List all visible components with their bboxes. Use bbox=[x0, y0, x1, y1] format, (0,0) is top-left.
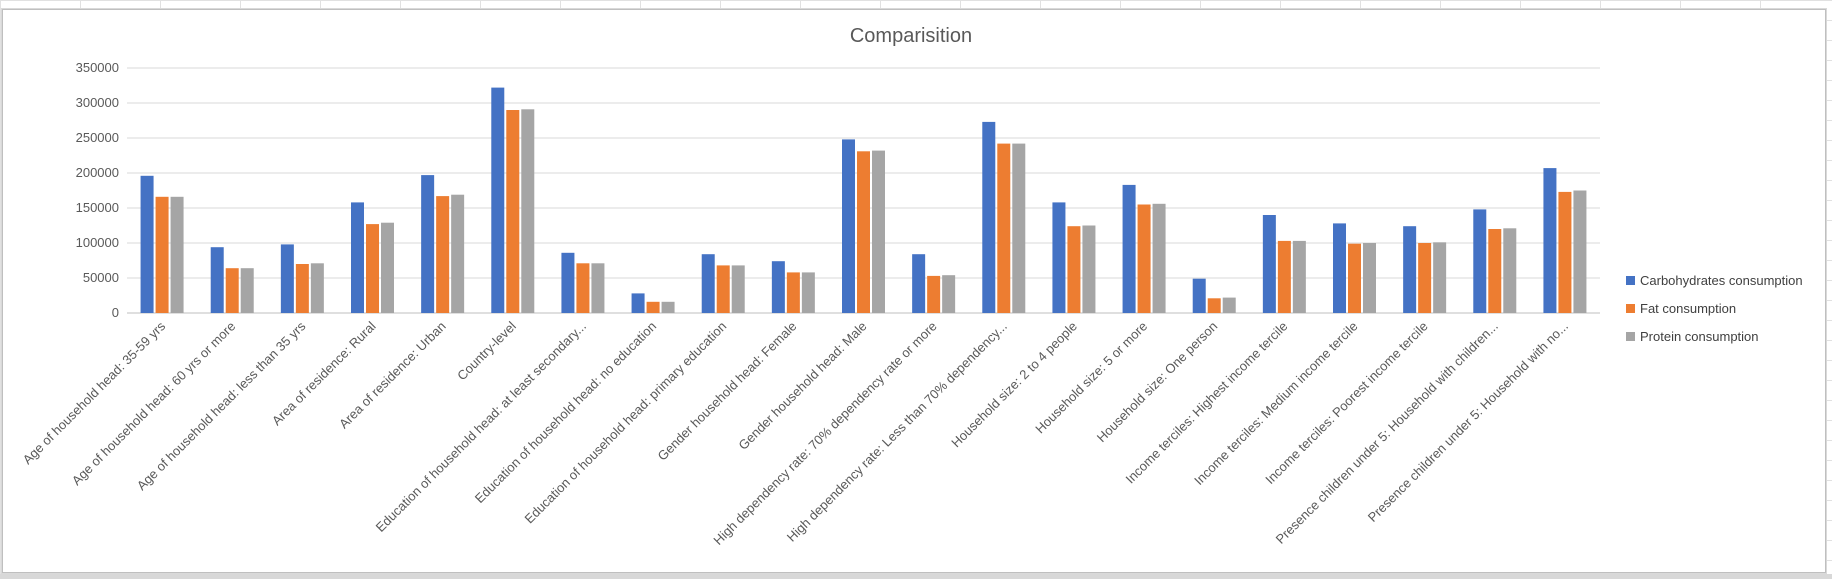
bar bbox=[842, 139, 855, 313]
window-bottom-edge bbox=[0, 574, 1832, 579]
y-tick-label: 250000 bbox=[76, 130, 119, 145]
bar bbox=[872, 150, 885, 313]
legend: Carbohydrates consumption Fat consumption… bbox=[1626, 273, 1803, 344]
bar bbox=[506, 110, 520, 313]
bar bbox=[1348, 243, 1361, 313]
bar bbox=[210, 247, 224, 313]
bar bbox=[1082, 225, 1096, 313]
bar bbox=[1262, 215, 1276, 313]
bar bbox=[1488, 229, 1502, 313]
bar bbox=[1277, 240, 1291, 313]
bar bbox=[310, 263, 324, 313]
y-tick-label: 150000 bbox=[76, 200, 119, 215]
bar bbox=[1152, 203, 1166, 313]
bar bbox=[1192, 278, 1206, 313]
bar bbox=[942, 275, 956, 313]
bar bbox=[140, 175, 154, 313]
bar bbox=[631, 293, 645, 313]
y-tick-label: 0 bbox=[112, 305, 119, 320]
legend-swatch bbox=[1626, 276, 1635, 285]
y-tick-label: 350000 bbox=[76, 60, 119, 75]
bar bbox=[997, 143, 1011, 313]
chart-title: Comparisition bbox=[850, 25, 972, 47]
bar bbox=[1222, 297, 1236, 313]
bar bbox=[1333, 223, 1346, 313]
bar bbox=[591, 263, 605, 313]
bar bbox=[1433, 242, 1447, 313]
y-tick-label: 50000 bbox=[83, 270, 119, 285]
bar bbox=[521, 109, 535, 313]
bar bbox=[421, 175, 435, 313]
bar bbox=[912, 254, 926, 313]
bar bbox=[436, 196, 450, 313]
bar bbox=[1207, 298, 1221, 313]
bar bbox=[646, 301, 660, 313]
bar bbox=[716, 265, 730, 313]
bar bbox=[155, 196, 169, 313]
bar bbox=[240, 268, 254, 313]
x-tick-label: Household size: One person bbox=[1094, 319, 1221, 446]
bar bbox=[1418, 243, 1432, 313]
legend-label: Carbohydrates consumption bbox=[1640, 273, 1803, 288]
legend-swatch bbox=[1626, 304, 1635, 313]
bar bbox=[1503, 228, 1517, 313]
bar bbox=[1363, 243, 1376, 313]
bar bbox=[491, 87, 505, 313]
bar bbox=[295, 264, 309, 313]
bar bbox=[1052, 202, 1066, 313]
bar bbox=[1137, 204, 1151, 313]
x-tick-label: Household size: 5 or more bbox=[1032, 319, 1150, 437]
y-tick-label: 300000 bbox=[76, 95, 119, 110]
bar bbox=[1573, 190, 1587, 313]
legend-label: Fat consumption bbox=[1640, 301, 1736, 316]
bar bbox=[1122, 184, 1136, 313]
bar bbox=[451, 194, 465, 313]
bar bbox=[661, 301, 675, 313]
x-tick-label: Household size: 2 to 4 people bbox=[948, 319, 1080, 451]
x-tick-label: Age of household head: 35-59 yrs bbox=[20, 318, 169, 467]
bar bbox=[982, 121, 996, 314]
x-tick-label: Country-level bbox=[454, 318, 519, 383]
y-tick-label: 200000 bbox=[76, 165, 119, 180]
bar bbox=[170, 196, 184, 313]
legend-swatch bbox=[1626, 332, 1635, 341]
legend-label: Protein consumption bbox=[1640, 329, 1759, 344]
x-tick-label: Gender household head: Female bbox=[654, 319, 799, 464]
y-tick-label: 100000 bbox=[76, 235, 119, 250]
bar bbox=[857, 151, 870, 313]
bar bbox=[1292, 240, 1306, 313]
bar bbox=[771, 261, 785, 313]
bar bbox=[576, 263, 590, 313]
bar bbox=[927, 275, 941, 313]
bar bbox=[1067, 226, 1081, 313]
bar bbox=[731, 265, 745, 313]
bar bbox=[701, 254, 715, 313]
bar bbox=[1012, 143, 1026, 313]
bar bbox=[561, 252, 575, 313]
y-axis-ticks: 0 50000 100000 150000 200000 250000 300000 3500… bbox=[76, 60, 119, 320]
bar bbox=[351, 202, 364, 313]
bar bbox=[366, 224, 379, 313]
bar bbox=[786, 272, 800, 313]
bar bbox=[225, 268, 239, 313]
bar bbox=[1403, 226, 1417, 313]
x-tick-label: Gender household head: Male bbox=[735, 319, 869, 453]
bar bbox=[1543, 168, 1557, 313]
bar bbox=[801, 272, 815, 313]
bar bbox=[381, 222, 394, 313]
bar bbox=[1558, 191, 1572, 313]
bar bbox=[280, 244, 294, 313]
bar bbox=[1473, 209, 1487, 313]
bars bbox=[140, 87, 1587, 314]
